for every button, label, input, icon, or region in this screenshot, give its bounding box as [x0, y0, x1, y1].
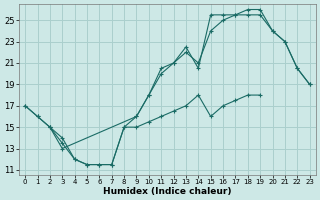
X-axis label: Humidex (Indice chaleur): Humidex (Indice chaleur)	[103, 187, 232, 196]
